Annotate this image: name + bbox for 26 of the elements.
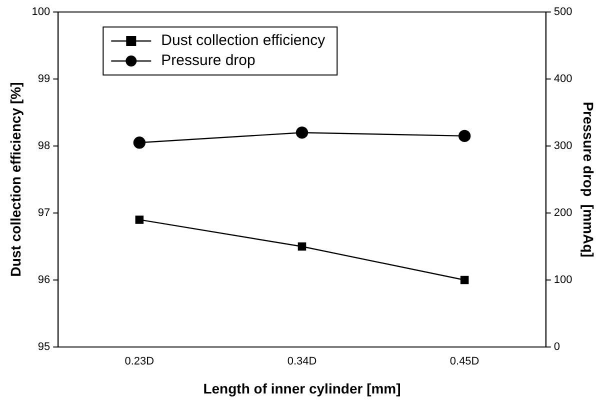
x-tick-label: 0.45D xyxy=(450,356,480,368)
y2-tick-label: 0 xyxy=(554,341,560,354)
legend-label: Dust collection efficiency xyxy=(161,32,326,50)
point xyxy=(135,216,144,224)
y2-tick-label: 300 xyxy=(554,140,572,152)
y2-axis-title: Pressure drop [mmAq] xyxy=(580,102,597,258)
point xyxy=(133,136,146,149)
y-axis-title: Dust collection efficiency [%] xyxy=(7,82,24,277)
y2-tick-label: 400 xyxy=(554,73,572,86)
point xyxy=(458,130,471,142)
point xyxy=(298,242,306,251)
legend-label: Pressure drop xyxy=(161,52,256,70)
point xyxy=(460,276,469,284)
y-tick-label: 96 xyxy=(38,274,50,286)
x-tick-label: 0.34D xyxy=(287,356,317,368)
y2-tick-label: 100 xyxy=(554,274,572,286)
point xyxy=(296,126,308,139)
y-tick-label: 97 xyxy=(38,207,50,220)
y-tick-label: 99 xyxy=(38,73,50,86)
y2-tick-label: 200 xyxy=(554,207,572,220)
y-tick-label: 95 xyxy=(38,341,50,354)
x-tick-label: 0.23D xyxy=(124,356,154,368)
y-tick-label: 98 xyxy=(38,140,50,152)
y2-tick-label: 500 xyxy=(554,6,572,18)
y-tick-label: 100 xyxy=(32,6,50,18)
x-axis-title: Length of inner cylinder [mm] xyxy=(203,380,401,396)
